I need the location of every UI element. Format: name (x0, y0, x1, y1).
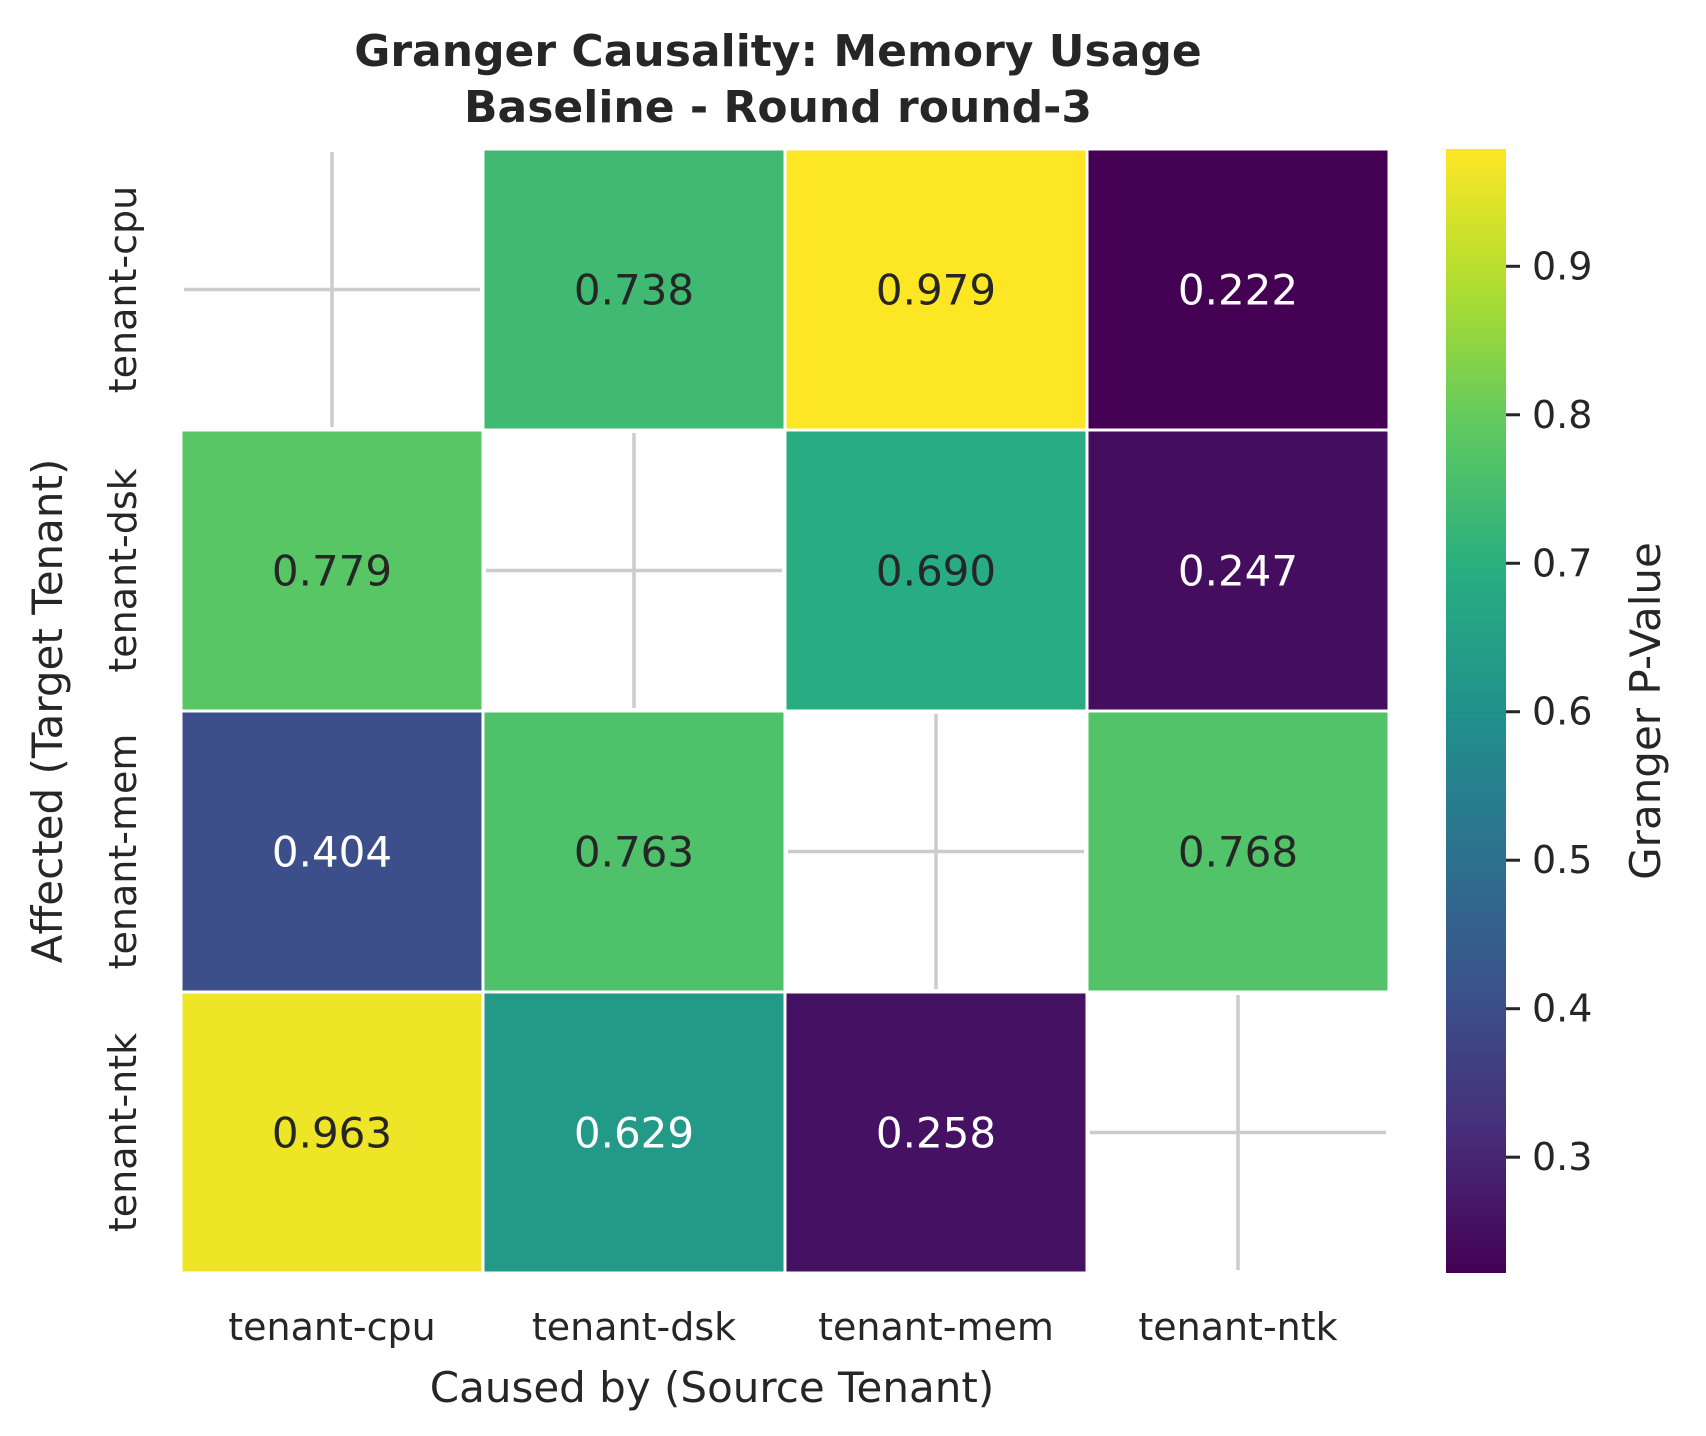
cell-value-label: 0.222 (1178, 266, 1298, 315)
y-tick-label: tenant-mem (101, 734, 145, 970)
cell-value-label: 0.629 (574, 1109, 694, 1158)
cell-value-label: 0.404 (272, 828, 392, 877)
empty-cell-cross (1090, 995, 1386, 1270)
y-axis-label: Affected (Target Tenant) (23, 459, 72, 964)
x-tick-label: tenant-mem (818, 1305, 1054, 1349)
colorbar-tick-label: 0.6 (1532, 690, 1592, 734)
cell-value-label: 0.979 (876, 266, 996, 315)
heatmap-cell (481, 990, 787, 1275)
empty-cell-cross (486, 433, 782, 708)
chart-title-line-2: Baseline - Round round-3 (464, 82, 1092, 133)
heatmap-cell (481, 709, 787, 994)
empty-cell-cross (184, 152, 480, 427)
colorbar-tick-label: 0.5 (1532, 838, 1592, 882)
colorbar-tick-label: 0.8 (1532, 393, 1592, 437)
y-tick-labels: tenant-cpu tenant-dsk tenant-mem tenant-ntk (101, 186, 145, 1232)
heatmap-cell (1085, 428, 1391, 713)
x-tick-labels: tenant-cpu tenant-dsk tenant-mem tenant-ntk (228, 1305, 1337, 1349)
cell-value-label: 0.247 (1178, 547, 1298, 596)
cell-value-label: 0.690 (876, 547, 996, 596)
empty-cell-cross (788, 714, 1084, 989)
heatmap-cell (1085, 147, 1391, 432)
colorbar-tick-label: 0.9 (1532, 244, 1592, 288)
heatmap-cells: 0.738 0.979 0.222 0.779 0.690 0.247 0.404 0.763… (179, 147, 1391, 1275)
heatmap-cell (481, 147, 787, 432)
chart-title-line-1: Granger Causality: Memory Usage (354, 26, 1202, 77)
x-tick-label: tenant-dsk (532, 1305, 736, 1349)
colorbar (1446, 149, 1506, 1273)
heatmap-cell (1085, 709, 1391, 994)
y-tick-label: tenant-ntk (101, 1033, 145, 1232)
colorbar-tick-label: 0.3 (1532, 1135, 1592, 1179)
heatmap-cell (783, 147, 1089, 432)
cell-value-label: 0.763 (574, 828, 694, 877)
x-tick-label: tenant-ntk (1138, 1305, 1337, 1349)
y-tick-label: tenant-cpu (101, 186, 145, 393)
heatmap-cell (179, 990, 485, 1275)
heatmap-cell (179, 428, 485, 713)
cell-value-label: 0.258 (876, 1109, 996, 1158)
cell-value-label: 0.768 (1178, 828, 1298, 877)
colorbar-tick-label: 0.4 (1532, 987, 1592, 1031)
colorbar-tick-label: 0.7 (1532, 541, 1592, 585)
colorbar-ticks: 0.3 0.4 0.5 0.6 0.7 0.8 0.9 (1506, 244, 1592, 1179)
heatmap-cell (783, 990, 1089, 1275)
cell-value-label: 0.963 (272, 1109, 392, 1158)
y-tick-label: tenant-dsk (101, 468, 145, 672)
heatmap-cell (783, 428, 1089, 713)
cell-value-label: 0.738 (574, 266, 694, 315)
cell-value-label: 0.779 (272, 547, 392, 596)
x-axis-label: Caused by (Source Tenant) (430, 1363, 994, 1412)
colorbar-label: Granger P-Value (1621, 542, 1670, 880)
x-tick-label: tenant-cpu (228, 1305, 435, 1349)
